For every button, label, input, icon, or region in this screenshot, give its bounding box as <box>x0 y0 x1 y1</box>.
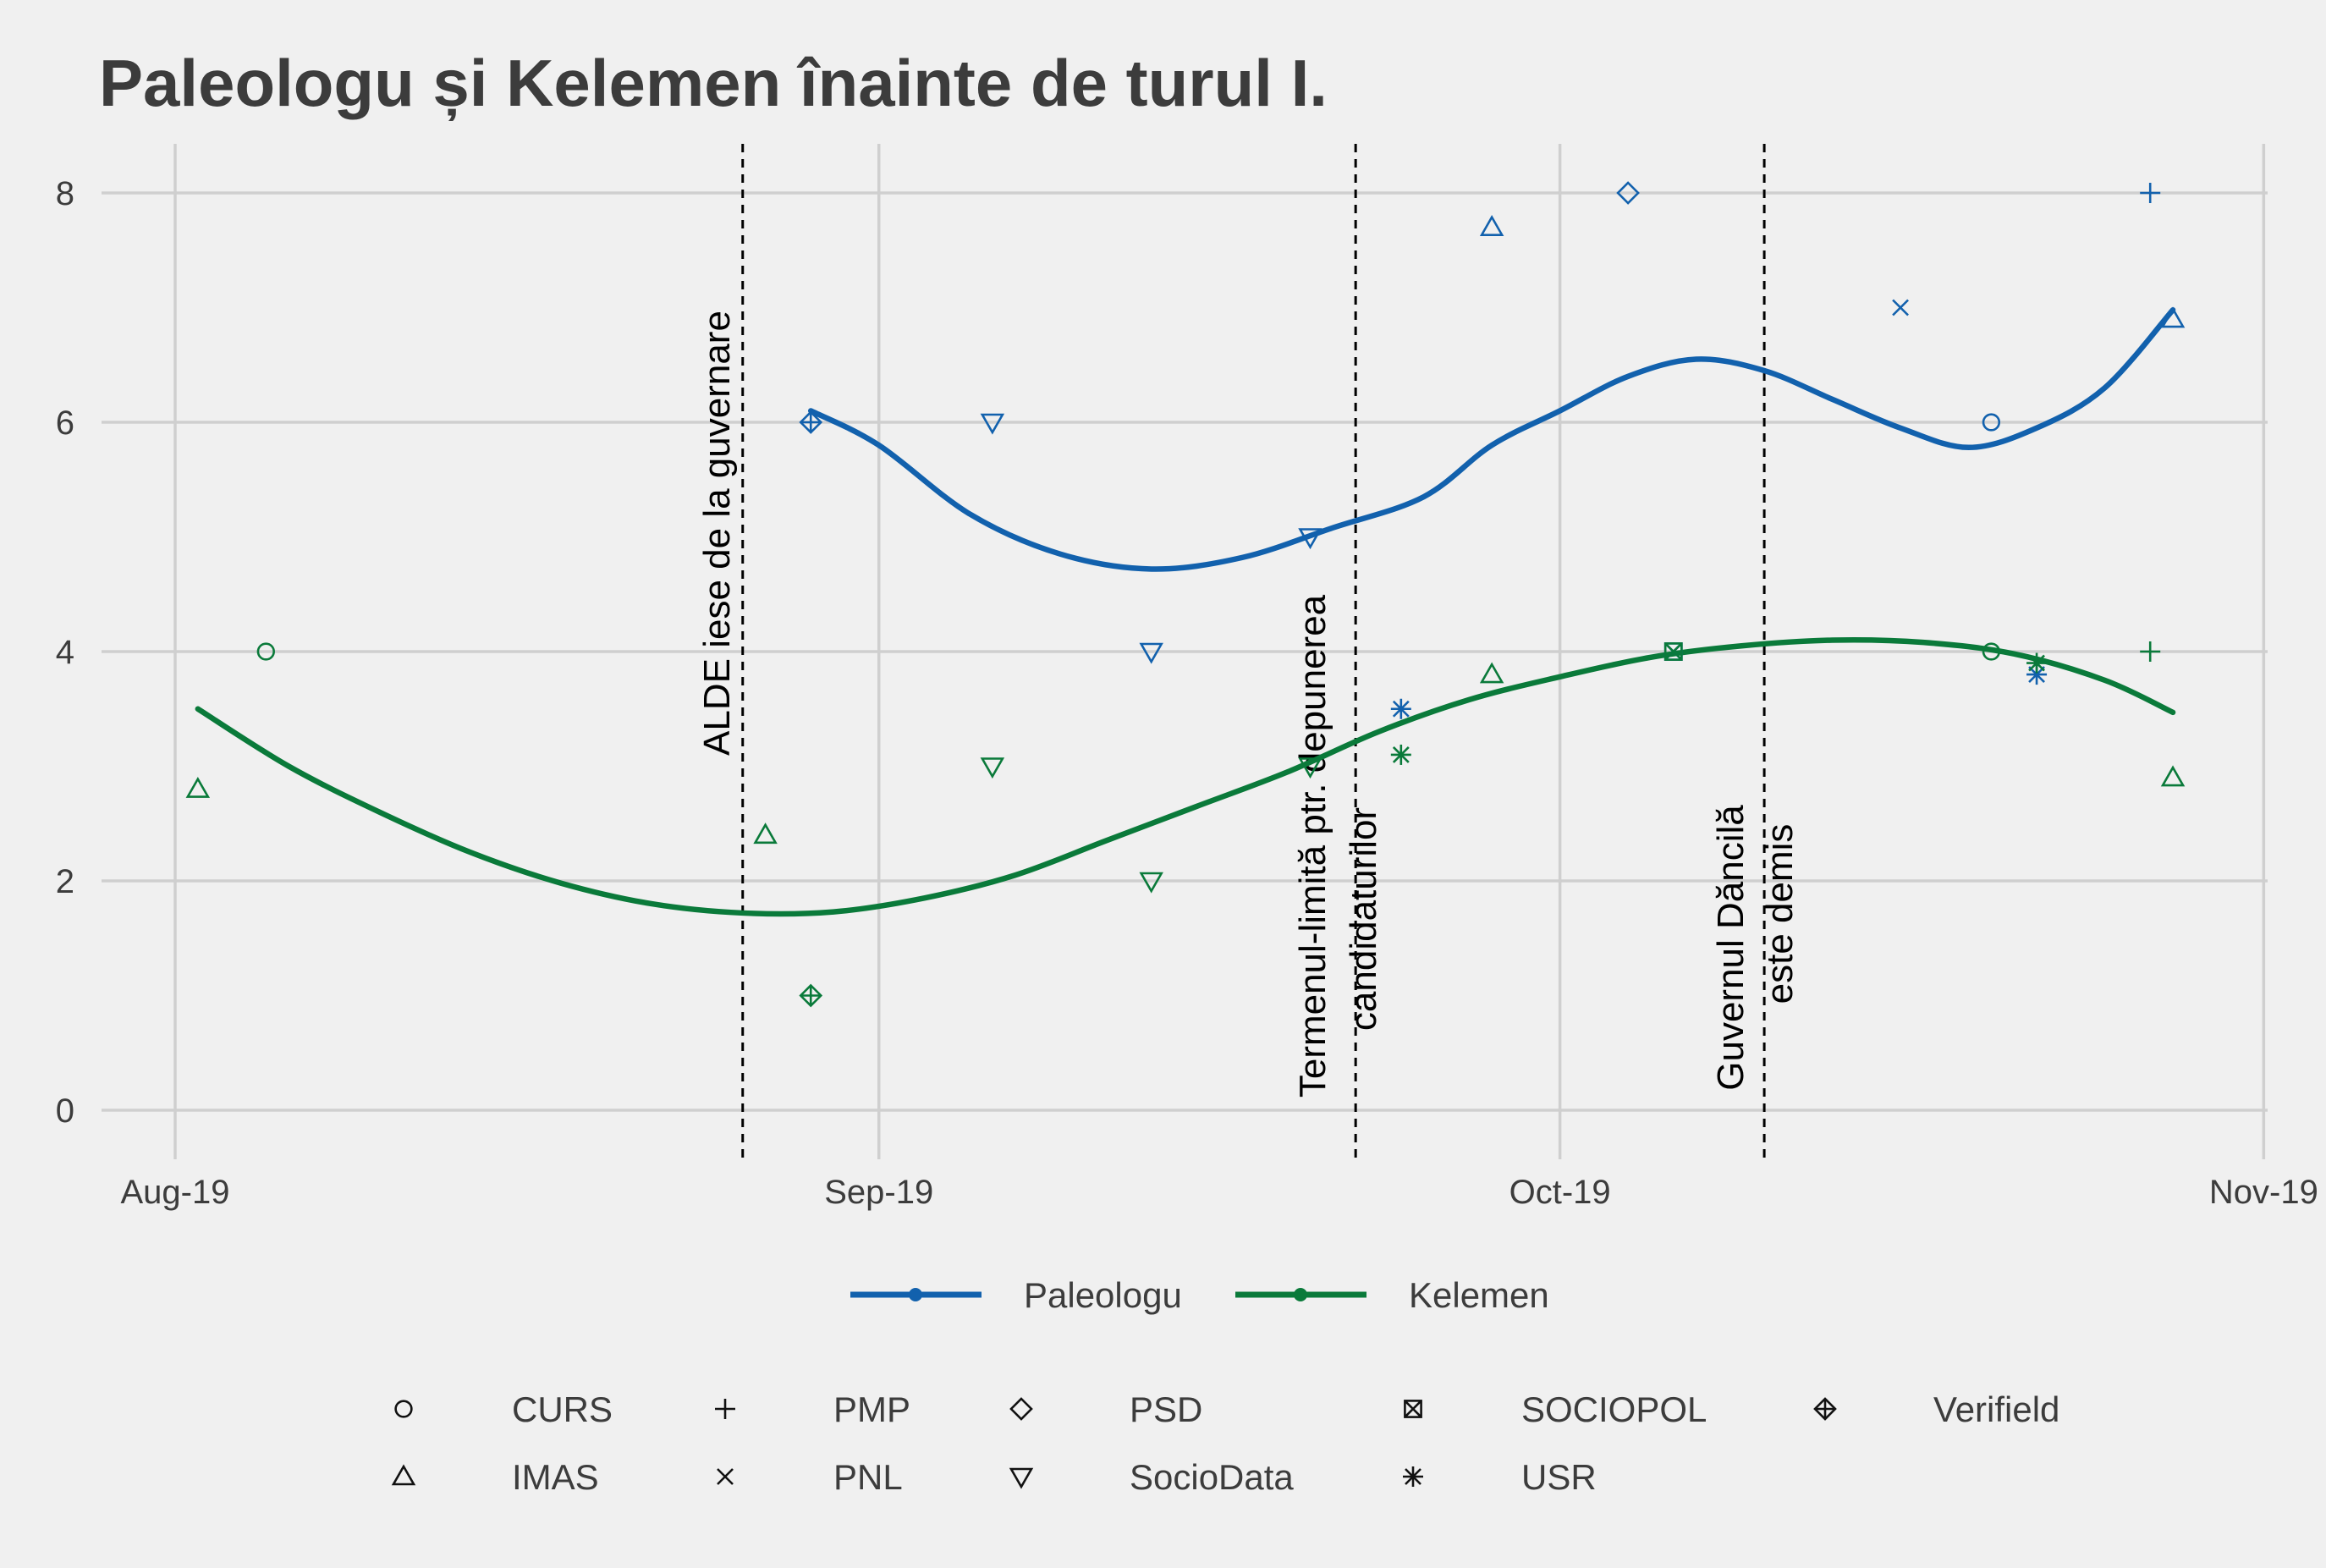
legend-label: SocioData <box>1130 1457 1294 1497</box>
x-tick-label: Oct-19 <box>1509 1174 1611 1211</box>
legend-item-paleologu: Paleologu <box>850 1275 1182 1315</box>
poll-point <box>1298 528 1322 550</box>
legend-item-pmp: PMP <box>715 1389 910 1429</box>
legend-label: Kelemen <box>1409 1275 1549 1315</box>
legend-label: CURS <box>512 1389 613 1429</box>
x-tick-label: Aug-19 <box>121 1174 230 1211</box>
legend-shape <box>1009 1467 1034 1489</box>
poll-points <box>185 181 2186 1008</box>
legend-item-curs: CURS <box>394 1389 613 1429</box>
poll-point <box>1139 642 1163 664</box>
legend-shape <box>391 1464 416 1486</box>
y-tick-label: 2 <box>56 863 74 900</box>
legend-label: PNL <box>833 1457 903 1497</box>
legend-item-usr: USR <box>1403 1457 1597 1497</box>
poll-point <box>980 757 1005 779</box>
chart-title: Paleologu și Kelemen înainte de turul I. <box>99 46 1328 122</box>
event-label: Termenul-limită ptr. depunerea <box>1292 594 1333 1098</box>
event-label: ALDE iese de la guvernare <box>696 311 738 756</box>
poll-point <box>1982 642 2001 661</box>
legend-label: Verifield <box>1933 1389 2059 1429</box>
legend-label: IMAS <box>512 1457 599 1497</box>
legend-shape <box>1403 1466 1423 1487</box>
poll-point <box>799 410 823 434</box>
poll-point <box>753 823 778 845</box>
legend-label: Paleologu <box>1024 1275 1182 1315</box>
events: ALDE iese de la guvernare Termenul-limită… <box>696 144 1801 1159</box>
legend-label: PMP <box>833 1389 910 1429</box>
event-label: este demis <box>1759 824 1801 1004</box>
poll-point <box>256 642 275 661</box>
legend-label: SOCIOPOL <box>1521 1389 1707 1429</box>
legend-item-sociopol: SOCIOPOL <box>1404 1389 1707 1429</box>
legend-label: PSD <box>1130 1389 1202 1429</box>
legend-item-psd: PSD <box>1009 1389 1202 1429</box>
legend-swatch-dot <box>1294 1288 1307 1301</box>
event-label: Guvernul Dăncilă <box>1710 805 1751 1091</box>
poll-point <box>1479 662 1504 684</box>
poll-point <box>2140 641 2161 662</box>
y-tick-label: 4 <box>56 634 74 671</box>
legend-item-verifield: Verifield <box>1813 1389 2059 1429</box>
legend: Paleologu Kelemen CURS PMP PSD SOCIOPOL Verifi… <box>391 1275 2059 1497</box>
y-tick-label: 0 <box>56 1092 74 1130</box>
legend-item-sociodata: SocioData <box>1009 1457 1294 1497</box>
legend-shape <box>715 1399 735 1419</box>
trend-line-paleologu <box>807 306 2176 572</box>
poll-point <box>1479 215 1504 236</box>
poll-point <box>1390 698 1411 719</box>
poll-point <box>1139 872 1163 894</box>
y-tick-label: 6 <box>56 404 74 442</box>
poll-point <box>1616 181 1640 205</box>
poll-point <box>2026 652 2048 674</box>
trend-lines <box>195 306 2176 917</box>
poll-point <box>185 776 211 798</box>
poll-point <box>1298 757 1322 779</box>
x-tick-label: Sep-19 <box>824 1174 933 1211</box>
trend-line-kelemen <box>195 636 2176 917</box>
x-tick-label: Nov-19 <box>2209 1174 2318 1211</box>
event-label: candidaturilor <box>1343 807 1384 1031</box>
poll-point <box>2140 183 2161 203</box>
legend-label: USR <box>1521 1457 1597 1497</box>
axis-ticks: 0 2 4 6 8 Aug-19 Sep-19 Oct-19 Nov-19 <box>56 175 2318 1211</box>
legend-shape <box>394 1400 413 1418</box>
y-tick-label: 8 <box>56 175 74 212</box>
poll-point <box>1892 299 1909 316</box>
legend-shape <box>1404 1400 1422 1418</box>
legend-shape <box>1813 1397 1837 1421</box>
poll-point <box>980 413 1005 435</box>
poll-point <box>2160 765 2186 787</box>
grid <box>102 144 2268 1159</box>
poll-point <box>799 983 823 1008</box>
legend-item-pnl: PNL <box>717 1457 903 1497</box>
legend-item-imas: IMAS <box>391 1457 599 1497</box>
poll-point <box>1982 413 2001 432</box>
poll-point <box>2160 306 2186 328</box>
legend-item-kelemen: Kelemen <box>1235 1275 1549 1315</box>
poll-point <box>1663 642 1683 661</box>
legend-swatch-dot <box>909 1288 922 1301</box>
legend-shape <box>1009 1397 1033 1421</box>
legend-shape <box>717 1468 734 1485</box>
poll-point <box>1390 744 1411 765</box>
